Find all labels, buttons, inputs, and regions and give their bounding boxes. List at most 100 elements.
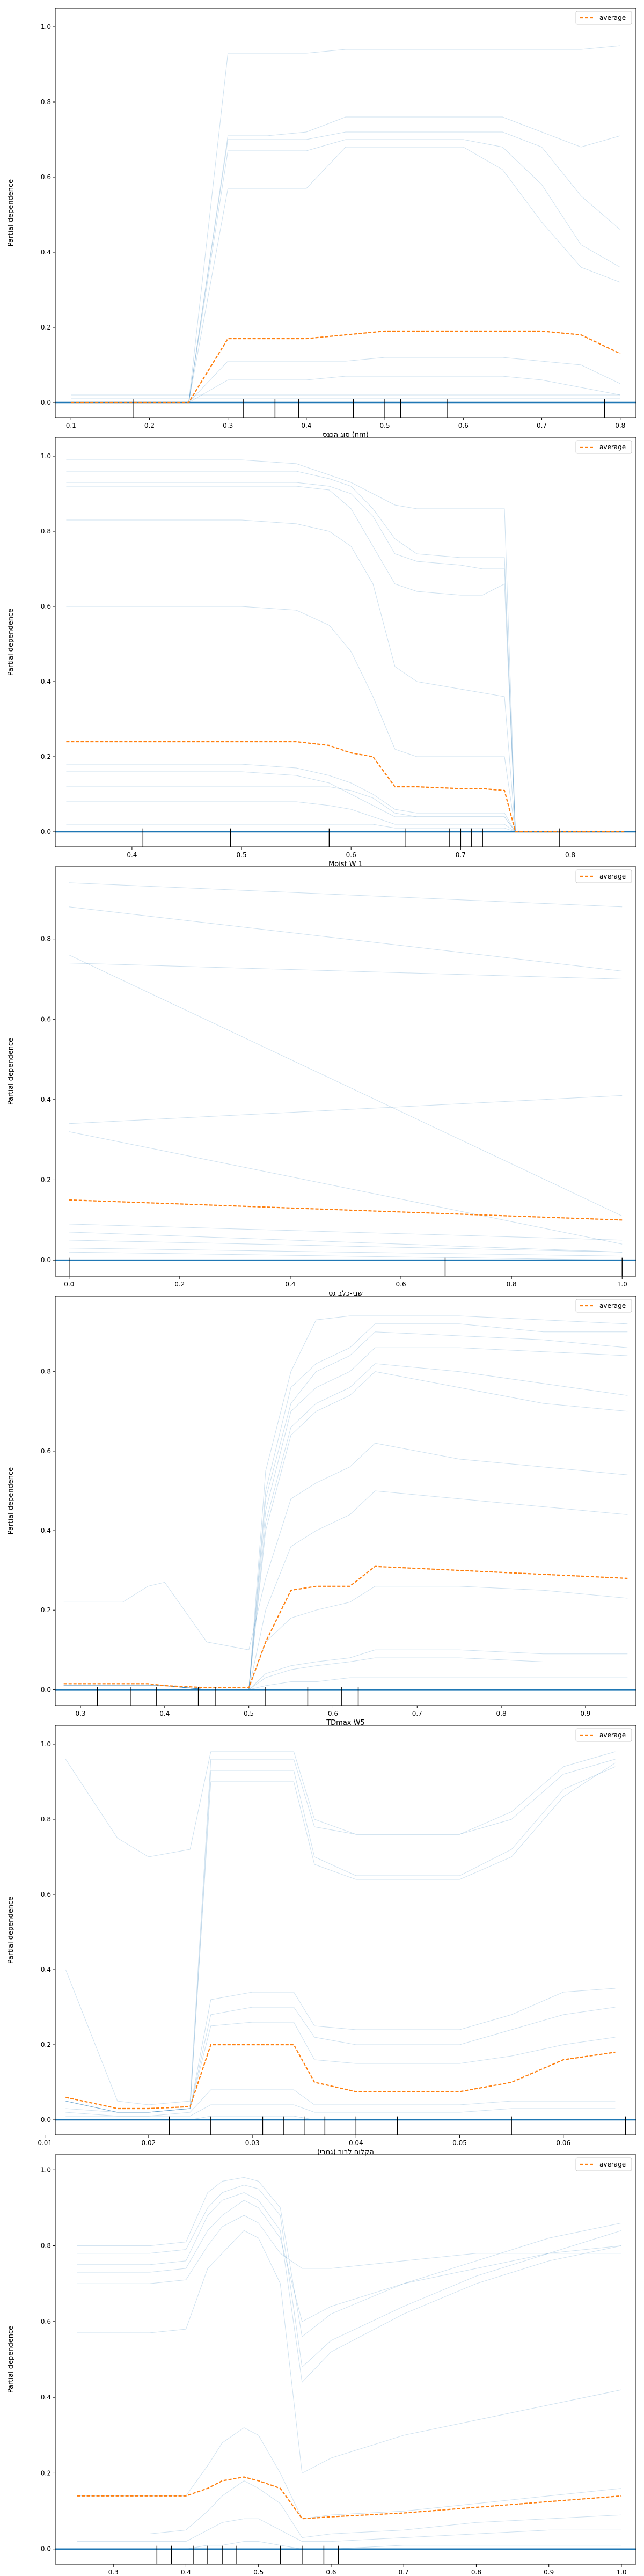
x-tick-label: 0.03 xyxy=(245,2139,260,2147)
legend-average-label: average xyxy=(599,1302,626,1309)
ice-curve xyxy=(63,1323,628,1690)
ice-curve xyxy=(71,139,621,403)
y-tick-label: 0.0 xyxy=(41,399,51,406)
x-tick-label: 0.4 xyxy=(181,2568,191,2576)
y-axis-label: Partial dependence xyxy=(7,1038,15,1105)
ice-curve xyxy=(77,2200,622,2322)
axes-frame xyxy=(55,1296,636,1706)
x-tick-label: 0.8 xyxy=(565,851,575,859)
ice-curve xyxy=(66,606,625,832)
legend-average-label: average xyxy=(599,873,626,880)
x-tick-label: 0.6 xyxy=(328,1710,338,1717)
average-line xyxy=(66,741,625,833)
x-tick-label: 0.0 xyxy=(64,1280,74,1288)
average-line xyxy=(69,1199,623,1221)
x-axis-label: Moist W 1 xyxy=(328,860,363,868)
y-tick-label: 0.4 xyxy=(41,1966,51,1973)
x-tick-label: 0.8 xyxy=(496,1710,507,1717)
ice-curve xyxy=(77,2230,622,2474)
x-tick-label: 0.5 xyxy=(244,1710,254,1717)
ice-curve xyxy=(71,116,620,403)
ice-curve xyxy=(65,2089,616,2117)
ice-curve xyxy=(66,764,625,832)
x-axis-label: TDmax W5 xyxy=(326,1719,365,1727)
x-tick-label: 0.06 xyxy=(556,2139,570,2147)
x-tick-label: 0.2 xyxy=(174,1280,185,1288)
axes-frame xyxy=(55,2154,636,2565)
x-tick-label: 0.3 xyxy=(75,1710,85,1717)
legend: average xyxy=(575,869,632,883)
y-tick-label: 0.0 xyxy=(41,1256,51,1264)
legend-box xyxy=(575,869,632,883)
axes-frame xyxy=(55,437,636,847)
legend-average-label: average xyxy=(599,14,626,21)
y-tick-label: 0.0 xyxy=(41,2545,51,2553)
ice-curve xyxy=(63,1371,628,1690)
x-tick-label: 0.2 xyxy=(144,422,155,429)
y-axis-label: Partial dependence xyxy=(7,609,15,676)
ice-curve xyxy=(69,1240,623,1253)
ice-curve xyxy=(66,824,625,832)
ice-curve xyxy=(65,1751,616,1857)
average-line xyxy=(71,330,621,404)
y-tick-label: 0.2 xyxy=(41,2469,51,2477)
chart-panel-3: 0.0 0.2 0.4 0.6 0.8 1.0 0.0 0.2 0.4 0.6 0.8 שבי-כלב… xyxy=(7,866,636,1298)
ice-curve xyxy=(77,2177,622,2338)
y-tick-label: 0.4 xyxy=(41,1527,51,1534)
x-tick-label: 0.8 xyxy=(507,1280,517,1288)
ice-curve xyxy=(63,1443,628,1650)
y-tick-label: 0.6 xyxy=(41,603,51,610)
x-tick-label: 0.5 xyxy=(253,2568,264,2576)
y-tick-label: 0.4 xyxy=(41,1096,51,1103)
y-tick-label: 0.6 xyxy=(41,1447,51,1455)
ice-curve xyxy=(71,147,620,403)
ice-curve xyxy=(65,1988,616,2113)
ice-curve xyxy=(66,486,625,832)
x-tick-label: 0.7 xyxy=(399,2568,409,2576)
legend: average xyxy=(575,1299,632,1313)
plot-area xyxy=(55,1751,636,2121)
ice-curve xyxy=(65,2007,616,2113)
legend-average-label: average xyxy=(599,2161,626,2168)
legend: average xyxy=(575,1728,632,1742)
ice-curve xyxy=(77,2480,622,2538)
x-tick-label: 1.0 xyxy=(617,1280,627,1288)
x-axis-label: סוג הכנס (nm) xyxy=(323,431,369,439)
ice-curve xyxy=(66,471,625,832)
legend-average-label: average xyxy=(599,1731,626,1739)
y-tick-label: 0.6 xyxy=(41,1015,51,1023)
chart-panel-5: 0.01 0.02 0.03 0.04 0.05 0.06 0.0 0.2 0.4 0.6 0.8 1… xyxy=(7,1725,636,2156)
x-tick-label: 0.6 xyxy=(326,2568,336,2576)
ice-curve xyxy=(69,882,623,908)
x-tick-label: 0.4 xyxy=(285,1280,295,1288)
x-tick-label: 0.9 xyxy=(580,1710,590,1717)
average-line xyxy=(63,1565,628,1688)
x-tick-label: 0.6 xyxy=(458,422,469,429)
x-tick-label: 0.3 xyxy=(108,2568,119,2576)
ice-curve xyxy=(71,45,620,403)
ice-curve xyxy=(65,1759,616,2105)
chart-panel-6: 0.3 0.4 0.5 0.6 0.7 0.8 0.9 1.0 0.0 0.2 0.4 0.6 0.8 1… xyxy=(7,2154,636,2576)
y-tick-label: 0.2 xyxy=(41,1176,51,1183)
y-tick-label: 0.6 xyxy=(41,1891,51,1898)
plot-area xyxy=(55,2177,636,2550)
ice-curve xyxy=(77,2518,621,2542)
x-axis-label: שבי-כלב גס xyxy=(328,1290,363,1298)
axes-frame xyxy=(55,1725,636,2135)
axes-frame xyxy=(55,866,636,1277)
y-tick-label: 0.4 xyxy=(41,248,51,256)
ice-curve xyxy=(66,771,625,832)
axes-frame xyxy=(55,8,636,418)
ice-curve xyxy=(71,131,621,403)
x-tick-label: 0.8 xyxy=(471,2568,481,2576)
ice-curve xyxy=(65,2022,616,2113)
ice-curve xyxy=(77,2427,622,2519)
x-axis-label: (גמרי) הקלוח לרוב xyxy=(317,2148,374,2156)
ice-curve xyxy=(69,955,623,1217)
y-tick-label: 0.2 xyxy=(41,753,51,760)
legend-box xyxy=(575,2157,632,2171)
y-tick-label: 0.6 xyxy=(41,173,51,181)
ice-curve xyxy=(63,1490,628,1690)
x-tick-label: 0.7 xyxy=(456,851,466,859)
